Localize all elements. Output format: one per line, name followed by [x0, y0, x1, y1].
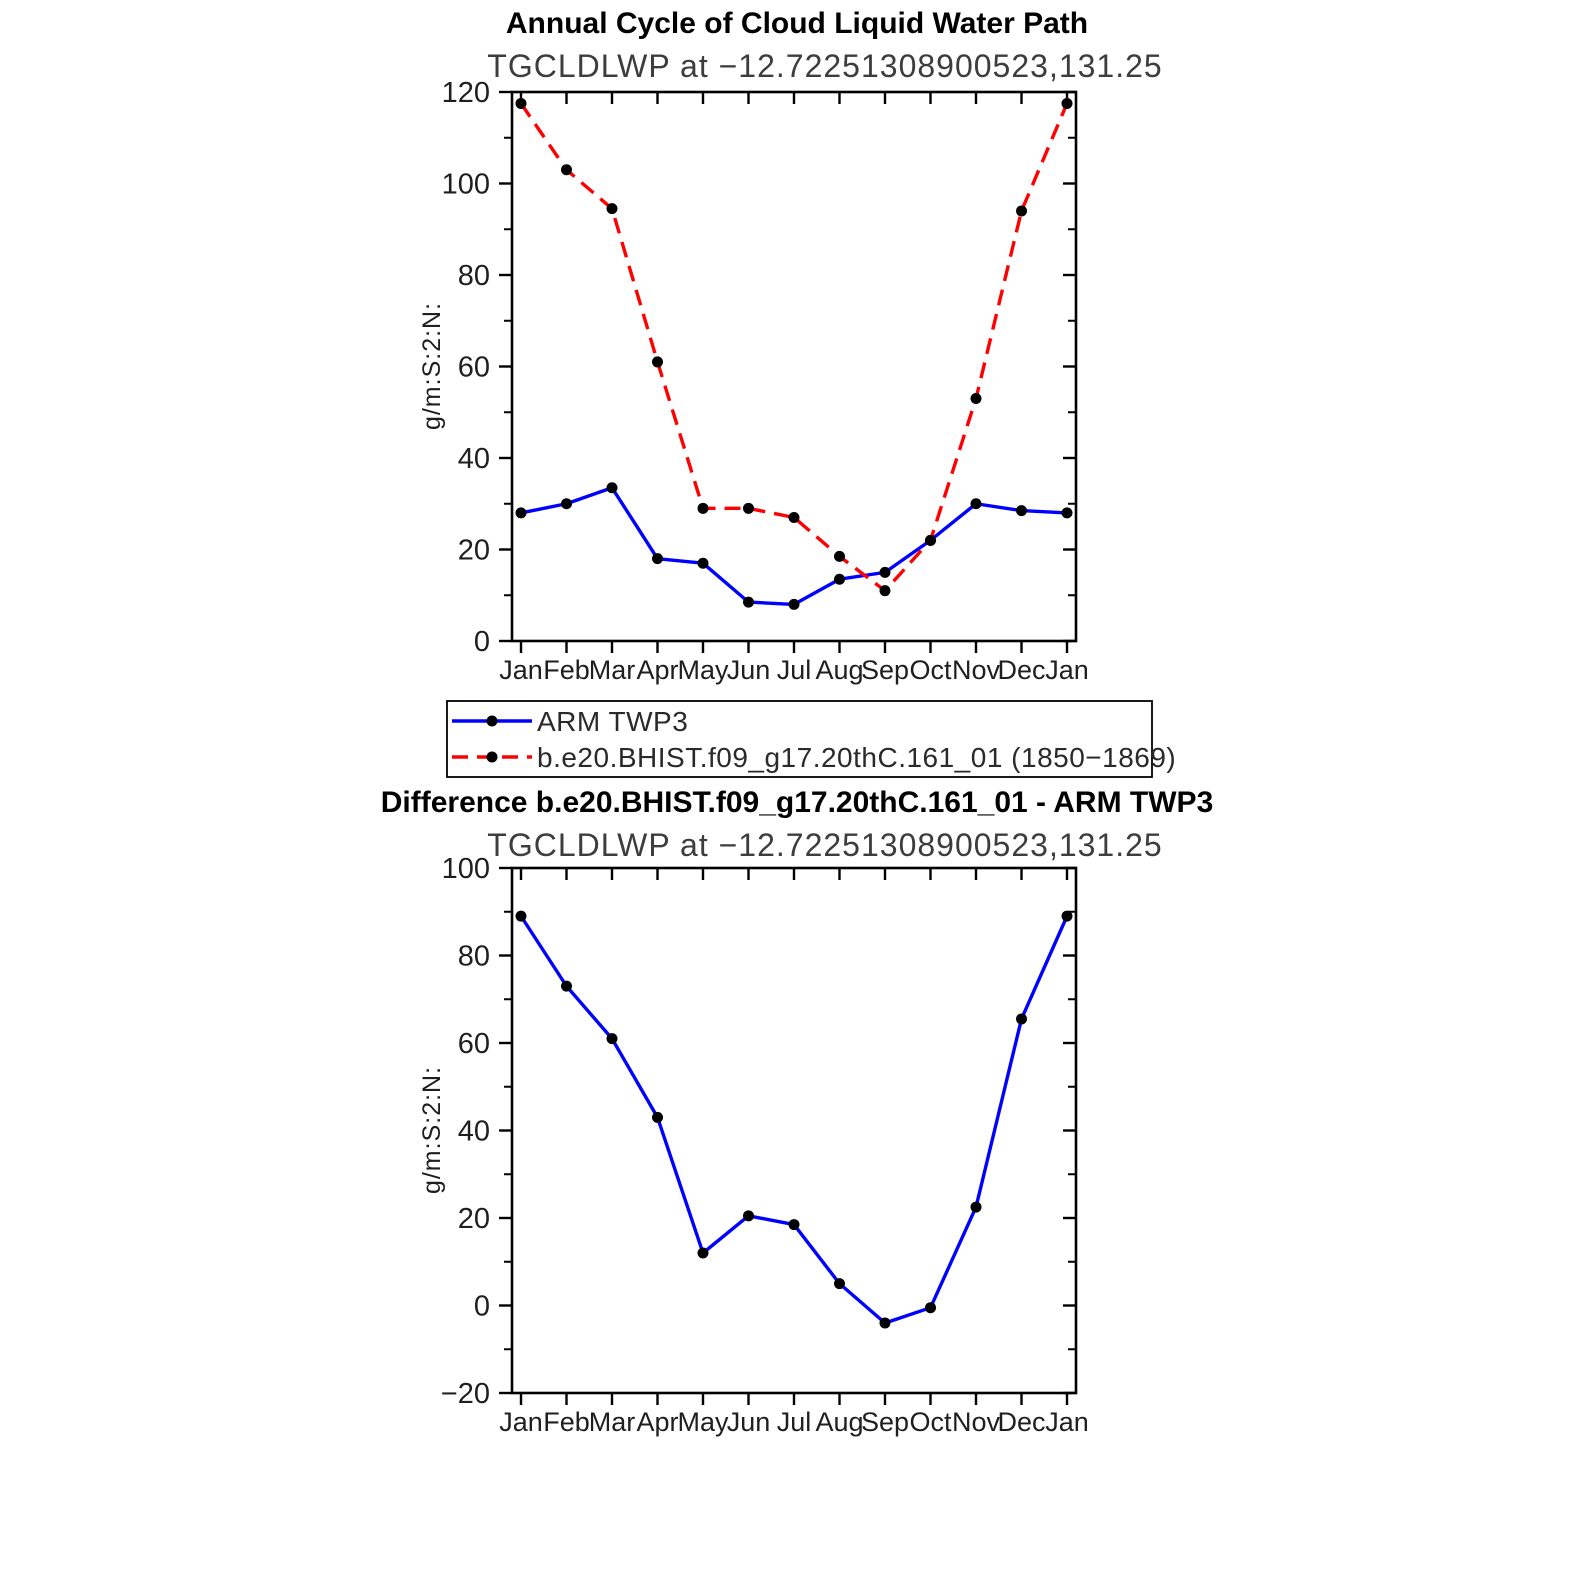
x-tick-label: Apr — [636, 1407, 678, 1437]
y-tick-label: −20 — [441, 1378, 490, 1410]
x-tick-label: Jun — [727, 1407, 771, 1437]
x-tick-label: Mar — [589, 655, 636, 685]
data-point-marker — [561, 498, 572, 510]
data-point-marker — [879, 585, 891, 597]
data-point-marker — [697, 1247, 709, 1259]
series-line — [519, 915, 1069, 1325]
data-point-marker — [743, 502, 754, 514]
y-tick-label: 60 — [458, 1028, 490, 1060]
y-tick-label: 80 — [458, 941, 490, 973]
data-point-marker — [834, 1278, 845, 1290]
chart1-legend: ARM TWP3 b.e20.BHIST.f09_g17.20thC.161_01… — [446, 700, 1176, 778]
data-point-marker — [970, 393, 982, 405]
data-point-marker — [925, 534, 936, 546]
data-point-marker — [788, 1219, 800, 1231]
data-point-marker — [606, 482, 618, 494]
series-line — [520, 486, 1068, 607]
data-point-marker — [1016, 505, 1027, 517]
x-tick-label: Nov — [952, 1407, 1001, 1437]
data-point-marker — [834, 550, 845, 562]
data-point-marker — [879, 1317, 891, 1329]
data-point-marker — [652, 1111, 663, 1123]
x-tick-label: Oct — [909, 655, 952, 685]
x-tick-label: Feb — [543, 1407, 590, 1437]
data-point-marker — [515, 97, 527, 109]
chart1-y-axis-label: g/m:S:2:N: — [418, 302, 446, 430]
y-tick-label: 0 — [474, 1291, 490, 1323]
plot-frame — [510, 90, 1078, 643]
x-tick-label: Aug — [815, 1407, 863, 1437]
x-tick-label: Nov — [952, 655, 1001, 685]
legend-marker — [486, 715, 498, 727]
chart2-title: Difference b.e20.BHIST.f09_g17.20thC.161… — [381, 786, 1214, 819]
x-tick-label: Jan — [499, 655, 543, 685]
y-tick-label: 0 — [474, 626, 490, 658]
y-tick-label: 20 — [458, 535, 490, 567]
y-tick-label: 100 — [442, 853, 490, 885]
x-tick-label: Jun — [727, 655, 771, 685]
data-point-marker — [697, 502, 709, 514]
data-point-marker — [925, 1302, 936, 1314]
chart2-subtitle: TGCLDLWP at −12.72251308900523,131.25 — [487, 827, 1162, 863]
data-point-marker — [1016, 205, 1027, 217]
x-tick-label: Sep — [861, 1407, 909, 1437]
x-tick-label: May — [677, 655, 729, 685]
data-point-marker — [834, 573, 845, 585]
data-point-marker — [1061, 507, 1073, 519]
chart2-y-axis-label: g/m:S:2:N: — [418, 1066, 446, 1194]
x-tick-label: Dec — [997, 655, 1045, 685]
data-point-marker — [652, 553, 663, 565]
x-tick-label: Jan — [1045, 1407, 1089, 1437]
x-tick-label: Oct — [909, 1407, 952, 1437]
data-point-marker — [652, 356, 663, 368]
legend-label: ARM TWP3 — [537, 706, 688, 737]
data-point-marker — [697, 557, 709, 569]
y-tick-label: 60 — [458, 352, 490, 384]
x-tick-label: Aug — [815, 655, 863, 685]
x-tick-label: May — [677, 1407, 729, 1437]
legend-marker — [486, 751, 498, 763]
data-point-marker — [879, 566, 891, 578]
data-point-marker — [970, 498, 982, 510]
data-point-marker — [1061, 97, 1073, 109]
data-point-marker — [606, 203, 618, 215]
x-tick-label: Apr — [636, 655, 678, 685]
legend-box — [446, 700, 1153, 778]
y-tick-label: 40 — [458, 443, 490, 475]
x-tick-label: Sep — [861, 655, 909, 685]
data-point-marker — [743, 1210, 754, 1222]
plot-frame — [510, 866, 1078, 1395]
data-point-marker — [970, 1201, 982, 1213]
x-tick-label: Jan — [1045, 655, 1089, 685]
x-tick-label: Feb — [543, 655, 590, 685]
data-point-marker — [1016, 1013, 1027, 1025]
y-tick-label: 80 — [458, 260, 490, 292]
data-point-marker — [788, 511, 800, 523]
x-tick-label: Jan — [499, 1407, 543, 1437]
y-tick-label: 120 — [442, 77, 490, 109]
data-point-marker — [1061, 910, 1073, 922]
data-point-marker — [561, 980, 572, 992]
y-tick-label: 20 — [458, 1203, 490, 1235]
legend-label: b.e20.BHIST.f09_g17.20thC.161_01 (1850−1… — [537, 742, 1176, 773]
x-tick-label: Jul — [777, 655, 812, 685]
data-point-marker — [515, 507, 527, 519]
y-tick-label: 40 — [458, 1116, 490, 1148]
data-point-marker — [788, 598, 800, 610]
data-point-marker — [606, 1033, 618, 1045]
x-tick-label: Jul — [777, 1407, 812, 1437]
chart1-subtitle: TGCLDLWP at −12.72251308900523,131.25 — [487, 48, 1162, 84]
y-tick-label: 100 — [442, 169, 490, 201]
data-point-marker — [515, 910, 527, 922]
data-point-marker — [561, 164, 572, 176]
data-point-marker — [743, 596, 754, 608]
x-tick-label: Mar — [589, 1407, 636, 1437]
chart1-title: Annual Cycle of Cloud Liquid Water Path — [506, 7, 1088, 40]
x-tick-label: Dec — [997, 1407, 1045, 1437]
